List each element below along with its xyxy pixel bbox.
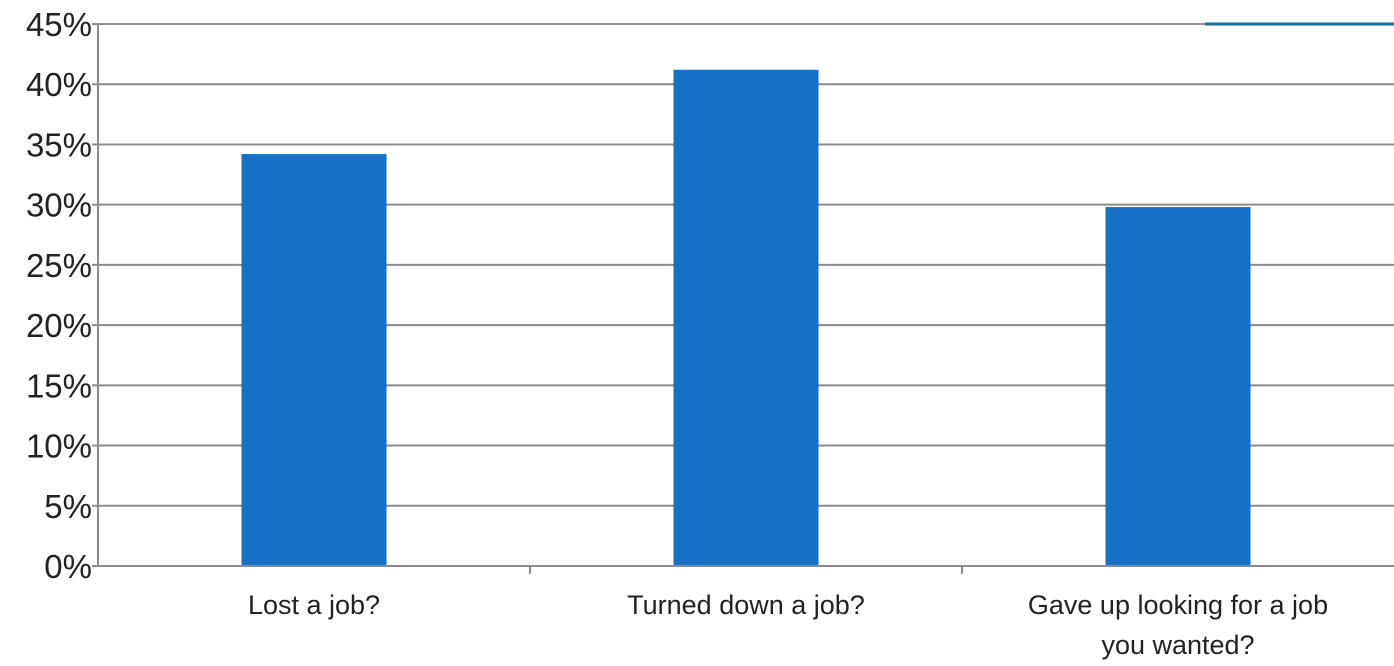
x-axis-tick-labels: Lost a job? Turned down a job? Gave up loo… — [248, 590, 1328, 660]
axes — [92, 23, 1394, 574]
x-tick-label: Gave up looking for a job you wanted? — [1028, 590, 1328, 660]
y-tick-label: 45% — [26, 6, 92, 43]
y-tick-label: 0% — [44, 548, 92, 585]
y-axis-tick-labels: 0% 5% 10% 15% 20% 25% 30% 35% 40% 45% — [26, 6, 92, 585]
y-tick-label: 20% — [26, 307, 92, 344]
y-tick-label: 15% — [26, 367, 92, 404]
y-tick-label: 35% — [26, 126, 92, 163]
bars — [241, 69, 1251, 566]
y-tick-label: 40% — [26, 66, 92, 103]
bar — [673, 69, 819, 566]
bar — [1105, 207, 1251, 566]
x-tick-label: Lost a job? — [248, 590, 380, 620]
x-tick-label: Turned down a job? — [627, 590, 865, 620]
y-tick-label: 10% — [26, 428, 92, 465]
y-tick-label: 30% — [26, 187, 92, 224]
y-tick-label: 25% — [26, 247, 92, 284]
y-tick-label: 5% — [44, 488, 92, 525]
bar — [241, 154, 387, 566]
